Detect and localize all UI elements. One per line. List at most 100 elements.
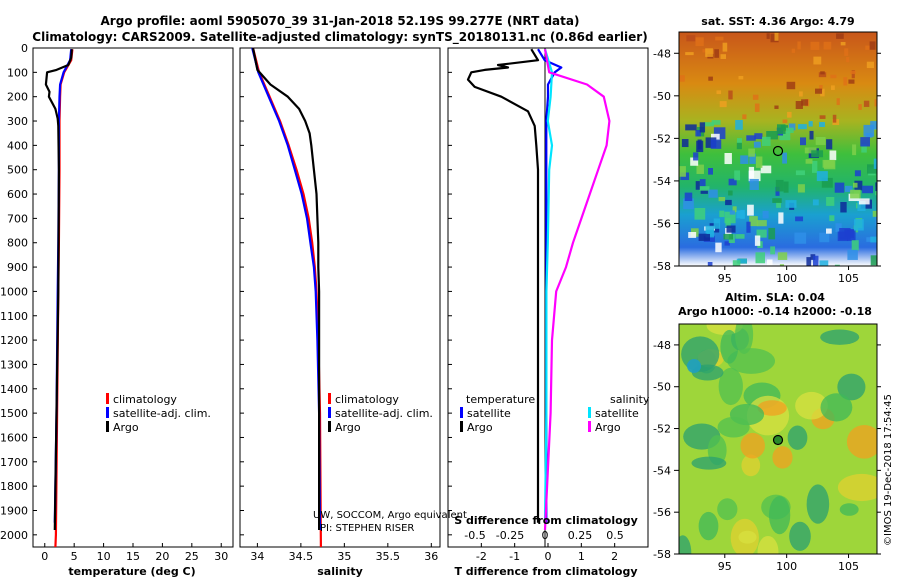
- map-y-tick-label: -54: [653, 464, 671, 477]
- map-y-tick-label: -50: [653, 90, 671, 103]
- legend-swatch-climatology-s: [328, 393, 331, 404]
- difference-xlabel: T difference from climatology: [454, 565, 637, 578]
- legend-argo-s: Argo: [335, 421, 361, 434]
- depth-axis: 0 100 200 300 400 500 600 700 800 900 1000 1100 1200…: [0, 42, 452, 542]
- depth-tick-label: 2000: [0, 529, 28, 542]
- x-tick-label: -2: [476, 550, 487, 563]
- depth-tick-label: 900: [7, 261, 28, 274]
- map-x-tick-label: 105: [838, 560, 859, 573]
- depth-tick-label: 800: [7, 237, 28, 250]
- legend-swatch-argo-s: [328, 421, 331, 432]
- x-tick-label: 15: [126, 550, 140, 563]
- map-x-tick-label: 100: [776, 272, 797, 285]
- salinity-legend: climatology satellite-adj. clim. Argo: [328, 393, 433, 434]
- depth-tick-label: 1500: [0, 407, 28, 420]
- x-axes: 0 5 10 15 20 25 30 34 34.5 35 35.5 36 -2 -1 0 1 2 -0.5 -0.…: [41, 529, 623, 563]
- depth-tick-label: 200: [7, 91, 28, 104]
- map-y-tick-label: -52: [653, 132, 671, 145]
- x-tick-label: 30: [214, 550, 228, 563]
- difference-legend: temperature satellite Argo salinity sate…: [460, 393, 650, 434]
- salinity-line-2: [251, 47, 321, 530]
- legend-swatch-argo: [106, 421, 109, 432]
- x-tick-label: 10: [97, 550, 111, 563]
- salinity-panel: [239, 47, 441, 548]
- depth-tick-label: 1000: [0, 285, 28, 298]
- s-diff-tick-label: 0.25: [568, 529, 593, 542]
- legend-salinity-title: salinity: [610, 393, 650, 406]
- legend-swatch-climatology: [106, 393, 109, 404]
- map-y-tick-label: -56: [653, 506, 671, 519]
- map-y-tick-label: -56: [653, 217, 671, 230]
- salinity-xlabel: salinity: [317, 565, 363, 578]
- map-y-tick-label: -54: [653, 175, 671, 188]
- legend-swatch-s-satellite: [588, 407, 591, 418]
- legend-swatch-s-argo: [588, 421, 591, 432]
- depth-tick-label: 300: [7, 115, 28, 128]
- sst-map-axes: -48 -50 -52 -54 -56 -58 95 100 105: [653, 47, 881, 285]
- s-difference-label: S difference from climatology: [454, 514, 638, 527]
- depth-tick-label: 1200: [0, 334, 28, 347]
- depth-tick-label: 0: [21, 42, 28, 55]
- map-y-tick-label: -50: [653, 381, 671, 394]
- legend-satellite-s: satellite-adj. clim.: [335, 407, 433, 420]
- depth-tick-label: 1300: [0, 358, 28, 371]
- legend-temperature-title: temperature: [466, 393, 535, 406]
- x-tick-label: 1: [578, 550, 585, 563]
- map-x-tick-label: 95: [718, 272, 732, 285]
- sla-map-image: [679, 324, 877, 554]
- x-tick-label: 2: [611, 550, 618, 563]
- sla-map-frame: [678, 323, 878, 555]
- temperature-legend: climatology satellite-adj. clim. Argo: [106, 393, 211, 434]
- x-tick-label: 34.5: [289, 550, 314, 563]
- sst-argo-location-marker: [772, 145, 784, 157]
- depth-tick-label: 1700: [0, 456, 28, 469]
- x-tick-label: 34: [250, 550, 264, 563]
- legend-swatch-t-satellite: [460, 407, 463, 418]
- depth-tick-label: 1400: [0, 383, 28, 396]
- sla-map-title-2: Argo h1000: -0.14 h2000: -0.18: [678, 305, 872, 318]
- s-diff-tick-label: -0.5: [464, 529, 485, 542]
- s-diff-tick-label: -0.25: [496, 529, 524, 542]
- depth-tick-label: 1900: [0, 504, 28, 517]
- map-x-tick-label: 95: [718, 560, 732, 573]
- credit-line-2: PI: STEPHEN RISER: [320, 523, 414, 534]
- depth-tick-label: 400: [7, 139, 28, 152]
- map-y-tick-label: -52: [653, 423, 671, 436]
- sst-map-image: [679, 32, 877, 266]
- temperature-line-2: [44, 49, 73, 531]
- sst-map-title: sat. SST: 4.36 Argo: 4.79: [701, 15, 854, 28]
- map-x-tick-label: 100: [776, 560, 797, 573]
- sst-map-frame: [678, 31, 878, 267]
- legend-climatology-s: climatology: [335, 393, 399, 406]
- x-tick-label: 0: [545, 550, 552, 563]
- x-tick-label: 36: [424, 550, 438, 563]
- legend-s-argo: Argo: [595, 421, 621, 434]
- s-diff-argo-line: [543, 49, 611, 531]
- x-tick-label: 35.5: [376, 550, 401, 563]
- depth-tick-label: 500: [7, 164, 28, 177]
- imos-timestamp: ©IMOS 19-Dec-2018 17:54:45: [883, 394, 894, 546]
- depth-tick-label: 1600: [0, 431, 28, 444]
- depth-tick-label: 700: [7, 212, 28, 225]
- map-y-tick-label: -58: [653, 548, 671, 561]
- legend-swatch-satellite: [106, 407, 109, 418]
- legend-t-argo: Argo: [467, 421, 493, 434]
- x-tick-label: 5: [71, 550, 78, 563]
- depth-tick-label: 100: [7, 66, 28, 79]
- depth-tick-label: 600: [7, 188, 28, 201]
- map-y-tick-label: -48: [653, 47, 671, 60]
- t-diff-argo-line: [466, 48, 540, 523]
- sla-map-title-1: Altim. SLA: 0.04: [725, 291, 825, 304]
- legend-swatch-satellite-s: [328, 407, 331, 418]
- temperature-xlabel: temperature (deg C): [68, 565, 195, 578]
- x-tick-label: 20: [155, 550, 169, 563]
- legend-s-satellite: satellite: [595, 407, 639, 420]
- s-diff-satellite-line: [543, 48, 554, 523]
- x-tick-label: -1: [509, 550, 520, 563]
- sla-map-axes: -48 -50 -52 -54 -56 -58 95 100 105: [653, 339, 881, 573]
- depth-tick-label: 1100: [0, 310, 28, 323]
- legend-argo: Argo: [113, 421, 139, 434]
- legend-climatology: climatology: [113, 393, 177, 406]
- s-diff-tick-label: 0.5: [606, 529, 624, 542]
